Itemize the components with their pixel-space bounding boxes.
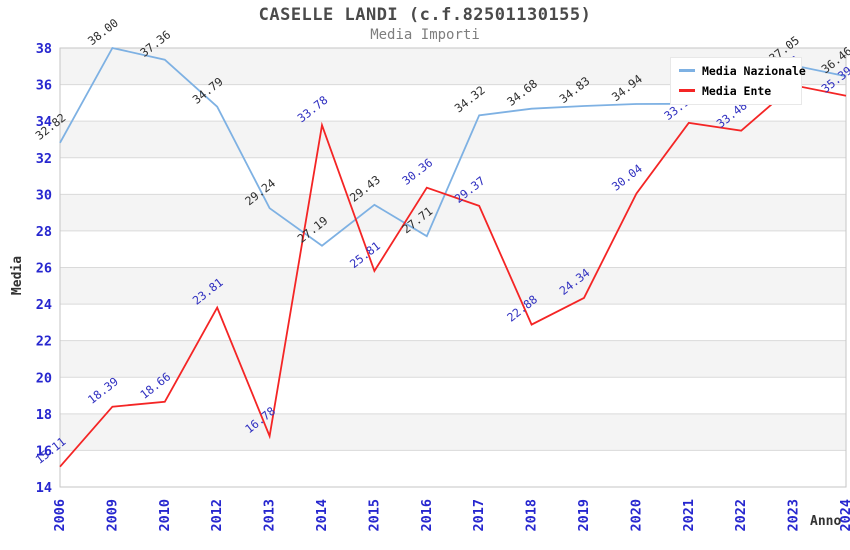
x-tick-label: 2006 xyxy=(52,499,68,532)
x-tick-label: 2015 xyxy=(366,499,382,532)
x-tick-label: 2013 xyxy=(262,499,278,532)
x-tick-label: 2024 xyxy=(838,499,850,532)
y-tick-label: 18 xyxy=(36,407,52,423)
plot-border xyxy=(59,47,847,488)
x-tick-label: 2009 xyxy=(104,499,120,532)
y-tick-label: 34 xyxy=(36,114,52,130)
ente-line-swatch-icon xyxy=(679,89,695,92)
legend-item-media-nazionale: Media Nazionale xyxy=(679,63,806,78)
y-tick-label: 32 xyxy=(36,151,52,167)
point-label: 18.39 xyxy=(85,374,121,406)
chart-subtitle: Media Importi xyxy=(370,27,480,43)
y-tick-label: 20 xyxy=(36,370,52,386)
y-tick-label: 26 xyxy=(36,261,52,277)
y-axis-title: Media xyxy=(10,255,26,296)
x-tick-label: 2010 xyxy=(157,499,173,532)
x-tick-label: 2017 xyxy=(471,499,487,532)
legend-label-media-nazionale: Media Nazionale xyxy=(702,63,806,78)
x-tick-label: 2023 xyxy=(786,499,802,532)
plot-band xyxy=(60,194,846,231)
chart-title: CASELLE LANDI (c.f.82501130155) xyxy=(258,5,592,25)
y-tick-label: 16 xyxy=(36,443,52,459)
point-label: 33.78 xyxy=(295,93,331,125)
x-tick-label: 2022 xyxy=(733,499,749,532)
x-tick-label: 2020 xyxy=(628,499,644,532)
x-axis-title: Anno xyxy=(810,514,842,529)
x-tick-label: 2016 xyxy=(419,499,435,532)
y-tick-label: 24 xyxy=(36,297,52,313)
x-tick-label: 2018 xyxy=(524,499,540,532)
legend-item-media-ente: Media Ente xyxy=(679,83,793,98)
plot-band xyxy=(60,413,846,451)
x-tick-label: 2019 xyxy=(576,499,592,532)
x-tick-label: 2021 xyxy=(681,499,697,532)
legend: Media Nazionale Media Ente xyxy=(670,57,806,105)
plot-band xyxy=(60,340,846,378)
y-tick-label: 36 xyxy=(36,78,52,94)
ente-line xyxy=(59,84,847,468)
plot-band xyxy=(60,267,846,305)
national-line-swatch-icon xyxy=(679,69,695,72)
y-tick-label: 38 xyxy=(36,41,52,57)
y-tick-label: 28 xyxy=(36,224,52,240)
legend-label-media-ente: Media Ente xyxy=(702,83,772,98)
y-tick-label: 22 xyxy=(36,334,52,350)
point-label: 34.32 xyxy=(452,83,488,115)
y-tick-label: 14 xyxy=(36,480,52,496)
plot-band xyxy=(60,121,846,158)
x-tick-label: 2012 xyxy=(209,499,225,532)
x-tick-label: 2014 xyxy=(314,499,330,532)
y-tick-label: 30 xyxy=(36,187,52,203)
point-label: 30.36 xyxy=(399,155,435,187)
